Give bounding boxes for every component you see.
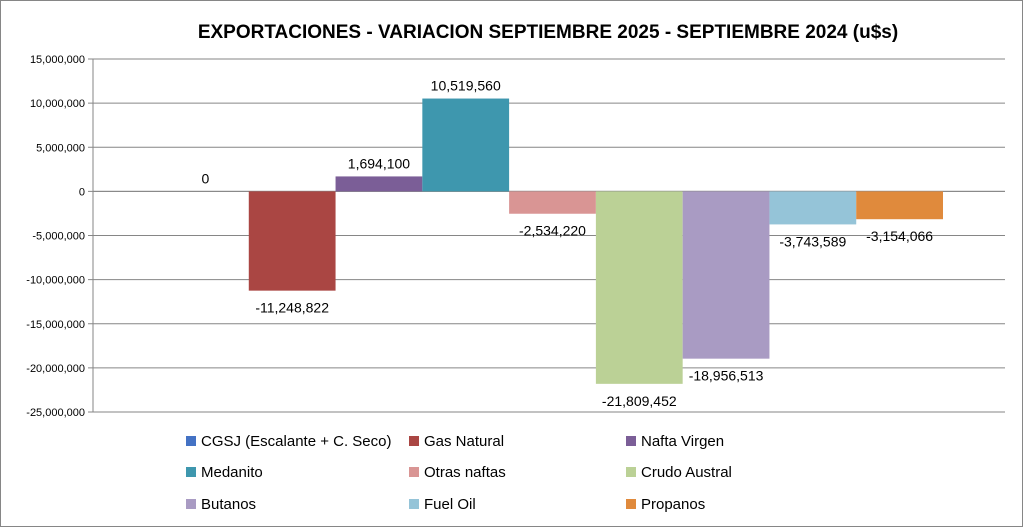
legend-swatch-crudo-austral xyxy=(626,467,636,477)
y-axis: 15,000,000 10,000,000 5,000,000 0 -5,000,000… xyxy=(26,54,94,419)
bars xyxy=(248,98,943,384)
bar-fuel-oil xyxy=(769,191,857,225)
y-tick-label: -20,000,000 xyxy=(26,363,85,375)
bar-butanos xyxy=(682,191,770,359)
legend-swatch-medanito xyxy=(186,467,196,477)
bar-medanito xyxy=(422,98,510,192)
bar-crudo-austral xyxy=(595,191,683,384)
y-tick-label: -5,000,000 xyxy=(32,231,85,243)
y-tick-label: 0 xyxy=(79,186,85,198)
legend: CGSJ (Escalante + C. Seco) Gas Natural Naf… xyxy=(186,433,732,513)
legend-swatch-gas-natural xyxy=(409,436,419,446)
legend-label-crudo-austral: Crudo Austral xyxy=(641,464,732,481)
data-label: 10,519,560 xyxy=(431,78,501,94)
bar-gas-natural xyxy=(248,191,336,291)
legend-label-nafta-virgen: Nafta Virgen xyxy=(641,433,724,450)
y-tick-label: 15,000,000 xyxy=(30,54,85,66)
bar-otras-naftas xyxy=(509,191,596,214)
data-label: -3,743,589 xyxy=(779,233,846,249)
y-tick-label: -10,000,000 xyxy=(26,275,85,287)
bar-propanos xyxy=(856,191,943,220)
y-tick-label: 5,000,000 xyxy=(36,142,85,154)
data-label: -2,534,220 xyxy=(519,223,586,239)
legend-label-cgsj-escalante-c-seco: CGSJ (Escalante + C. Seco) xyxy=(201,433,392,450)
chart-title: EXPORTACIONES - VARIACION SEPTIEMBRE 202… xyxy=(198,22,898,43)
legend-swatch-otras-naftas xyxy=(409,467,419,477)
legend-label-otras-naftas: Otras naftas xyxy=(424,464,506,481)
y-tick-label: -15,000,000 xyxy=(26,319,85,331)
data-labels: 0 -11,248,822 1,694,100 10,519,560 -2,534,22… xyxy=(201,78,933,409)
data-label: -3,154,066 xyxy=(866,228,933,244)
y-tick-label: -25,000,000 xyxy=(26,407,85,419)
legend-swatch-cgsj-escalante-c-seco xyxy=(186,436,196,446)
legend-label-propanos: Propanos xyxy=(641,496,705,513)
data-label: -11,248,822 xyxy=(255,300,329,316)
legend-label-medanito: Medanito xyxy=(201,464,263,481)
data-label: 0 xyxy=(201,170,209,186)
data-label: -21,809,452 xyxy=(602,393,677,409)
bar-nafta-virgen xyxy=(335,176,423,192)
legend-swatch-fuel-oil xyxy=(409,499,419,509)
legend-swatch-butanos xyxy=(186,499,196,509)
y-tick-label: 10,000,000 xyxy=(30,98,85,110)
legend-label-butanos: Butanos xyxy=(201,496,256,513)
legend-swatch-propanos xyxy=(626,499,636,509)
legend-label-fuel-oil: Fuel Oil xyxy=(424,496,476,513)
data-label: 1,694,100 xyxy=(348,155,410,171)
legend-swatch-nafta-virgen xyxy=(626,436,636,446)
data-label: -18,956,513 xyxy=(689,368,764,384)
legend-label-gas-natural: Gas Natural xyxy=(424,433,504,450)
